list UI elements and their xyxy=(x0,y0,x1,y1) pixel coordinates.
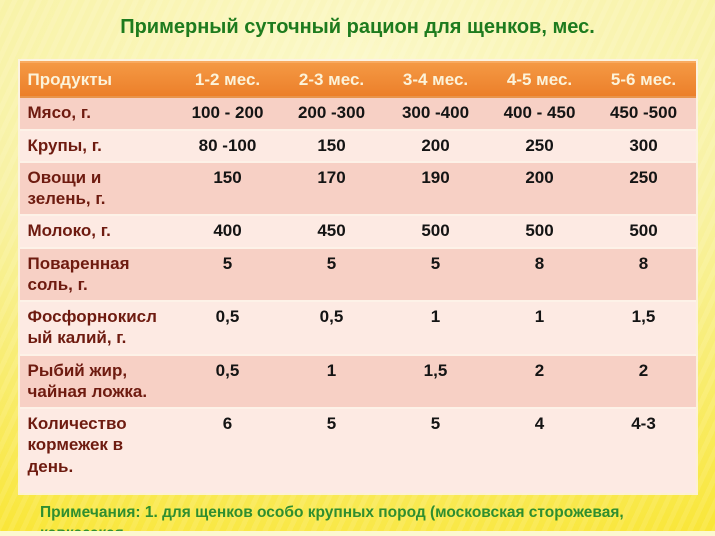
table-cell: 1 xyxy=(487,302,592,356)
column-header-3-4-months: 3-4 мес. xyxy=(383,61,488,99)
table-cell: 150 xyxy=(175,163,280,217)
table-cell: 200 -300 xyxy=(279,98,384,131)
table-cell: 500 xyxy=(591,216,696,249)
table-cell: 250 xyxy=(591,163,696,217)
table-cell: 300 -400 xyxy=(383,98,488,131)
table-row-feedings-per-day: Количество кормежек в день. 6 5 5 4 4-3 xyxy=(19,409,696,493)
row-label: Овощи и зелень, г. xyxy=(19,163,176,217)
row-label: Фосфорнокислый калий, г. xyxy=(19,302,176,356)
row-label: Рыбий жир, чайная ложка. xyxy=(19,356,176,409)
table-cell: 0,5 xyxy=(175,356,280,409)
column-header-products: Продукты xyxy=(19,61,176,99)
table-row-potassium-phosphate: Фосфорнокислый калий, г. 0,5 0,5 1 1 1,5 xyxy=(19,302,696,356)
table-cell: 2 xyxy=(591,356,696,409)
table-cell: 170 xyxy=(279,163,384,217)
ration-table: Продукты 1-2 мес. 2-3 мес. 3-4 мес. 4-5 … xyxy=(17,59,698,495)
table-cell: 250 xyxy=(487,131,592,163)
table-cell: 1 xyxy=(383,302,488,356)
table-cell: 1,5 xyxy=(383,356,488,409)
row-label: Поваренная соль, г. xyxy=(19,249,176,302)
table-row-fish-oil: Рыбий жир, чайная ложка. 0,5 1 1,5 2 2 xyxy=(19,355,696,409)
table-cell: 500 xyxy=(487,216,592,249)
table-cell: 190 xyxy=(383,163,488,217)
table-row-milk: Молоко, г. 400 450 500 500 500 xyxy=(19,216,696,249)
row-label: Крупы, г. xyxy=(19,131,176,163)
table-cell: 450 -500 xyxy=(591,98,696,131)
table-cell: 5 xyxy=(279,249,384,302)
column-header-4-5-months: 4-5 мес. xyxy=(487,61,592,99)
table-cell: 4-3 xyxy=(631,414,656,433)
table-cell: 400 xyxy=(175,216,280,249)
table-row-cereals: Крупы, г. 80 -100 150 200 250 300 xyxy=(19,130,696,163)
table-cell: 5 xyxy=(430,414,441,433)
table-cell: 500 xyxy=(383,216,488,249)
header-row: Продукты 1-2 мес. 2-3 мес. 3-4 мес. 4-5 … xyxy=(19,61,696,99)
table-cell: 100 - 200 xyxy=(175,98,280,131)
table-row-vegetables: Овощи и зелень, г. 150 170 190 200 250 xyxy=(19,162,696,217)
table-cell: 6 xyxy=(222,414,233,433)
table-cell: 450 xyxy=(279,216,384,249)
table-cell: 1 xyxy=(279,356,384,409)
bottom-edge-highlight xyxy=(0,531,715,536)
table-cell: 4 xyxy=(534,414,545,433)
table-cell: 1,5 xyxy=(591,302,696,356)
table-cell: 5 xyxy=(175,249,280,302)
note-line-1: Примечания: 1. для щенков особо крупных … xyxy=(40,503,624,536)
row-label: Мясо, г. xyxy=(19,98,176,131)
column-header-1-2-months: 1-2 мес. xyxy=(175,61,280,99)
table-cell: 8 xyxy=(487,249,592,302)
table-cell: 0,5 xyxy=(175,302,280,356)
table-cell: 2 xyxy=(487,356,592,409)
table-cell: 80 -100 xyxy=(175,131,280,163)
table-cell: 400 - 450 xyxy=(487,98,592,131)
row-label: Количество кормежек в день. xyxy=(27,414,127,476)
column-header-5-6-months: 5-6 мес. xyxy=(591,61,696,99)
table-cell: 0,5 xyxy=(279,302,384,356)
table-cell: 8 xyxy=(591,249,696,302)
table-cell: 200 xyxy=(487,163,592,217)
table-row-salt: Поваренная соль, г. 5 5 5 8 8 xyxy=(19,248,696,302)
page-title: Примерный суточный рацион для щенков, ме… xyxy=(120,16,595,38)
table-cell: 150 xyxy=(279,131,384,163)
table-cell: 5 xyxy=(326,414,337,433)
table-cell: 300 xyxy=(591,131,696,163)
table-row-meat: Мясо, г. 100 - 200 200 -300 300 -400 400… xyxy=(19,98,696,131)
row-label: Молоко, г. xyxy=(19,216,176,249)
table-cell: 5 xyxy=(383,249,488,302)
notes: Примечания: 1. для щенков особо крупных … xyxy=(40,502,695,536)
table-cell: 200 xyxy=(383,131,488,163)
column-header-2-3-months: 2-3 мес. xyxy=(279,61,384,99)
